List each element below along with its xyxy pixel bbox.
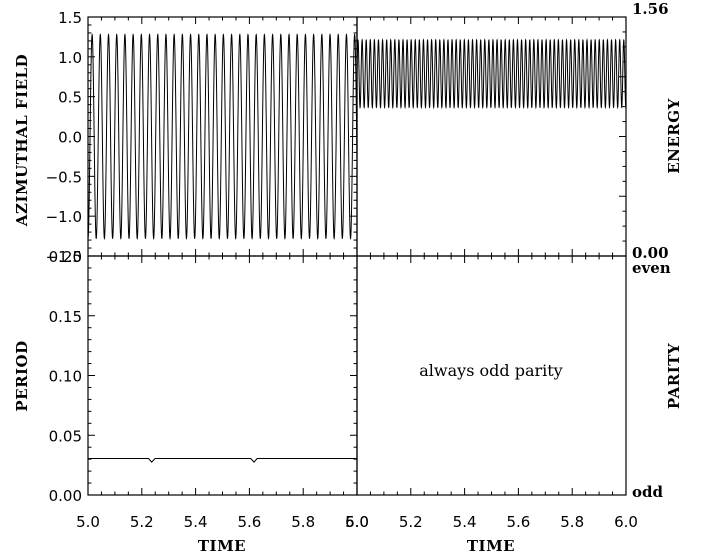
y-tick-label: −1.5	[46, 248, 82, 266]
panel-frame-period	[87, 255, 358, 496]
x-tick-label: 5.8	[560, 513, 584, 531]
y-tick-label: 0.15	[49, 308, 82, 326]
y-tick-label: 1.5	[58, 9, 82, 27]
ylabel-parity: PARITY	[665, 343, 683, 409]
x-tick-label: 5.2	[399, 513, 423, 531]
x-tick-label: 6.0	[345, 513, 369, 531]
xlabel-period: TIME	[198, 537, 246, 555]
y-tick-label: 0.10	[49, 368, 82, 386]
x-tick-label: 5.6	[237, 513, 261, 531]
y-tick-label: 0.20	[49, 248, 82, 266]
y-tick-label: 1.0	[58, 49, 82, 67]
y-tick-label: 0.05	[49, 427, 82, 445]
series-line-top-right	[356, 38, 627, 256]
y-tick-label: −0.5	[46, 168, 82, 186]
panel-frame-energy	[356, 16, 627, 257]
xlabel-parity: TIME	[467, 537, 515, 555]
y-tick-label-right: odd	[632, 483, 663, 501]
ylabel-azimuthal-field: AZIMUTHAL FIELD	[13, 54, 31, 227]
y-tick-label: 0.00	[49, 487, 82, 505]
y-tick-label: −1.0	[46, 208, 82, 226]
y-tick-label-right: even	[632, 259, 671, 277]
axis-ticks	[88, 17, 626, 495]
y-tick-label-right: 0.00	[632, 244, 669, 262]
series-line-bottom-left	[88, 458, 357, 463]
x-tick-label: 5.4	[453, 513, 477, 531]
x-tick-label: 5.0	[76, 513, 100, 531]
ylabel-period: PERIOD	[13, 340, 31, 411]
x-tick-label: 5.8	[291, 513, 315, 531]
tick-labels: 1.5 1.0 0.5 0.0 −0.5 −1.0 −1.5 1.56 0.00 5.0 5.2 5.…	[46, 0, 671, 531]
x-tick-label: 5.2	[130, 513, 154, 531]
x-tick-label: 5.0	[345, 513, 369, 531]
x-tick-label: 5.4	[184, 513, 208, 531]
ylabel-energy: ENERGY	[665, 98, 683, 174]
y-tick-label: 0.5	[58, 89, 82, 107]
x-tick-label: 6.0	[614, 513, 638, 531]
y-tick-label-right: 1.56	[632, 0, 669, 18]
series-line-top-left	[87, 33, 358, 240]
series-layer	[87, 33, 627, 463]
y-tick-label: 0.0	[58, 129, 82, 147]
parity-annotation: always odd parity	[419, 361, 562, 380]
x-tick-label: 5.6	[506, 513, 530, 531]
